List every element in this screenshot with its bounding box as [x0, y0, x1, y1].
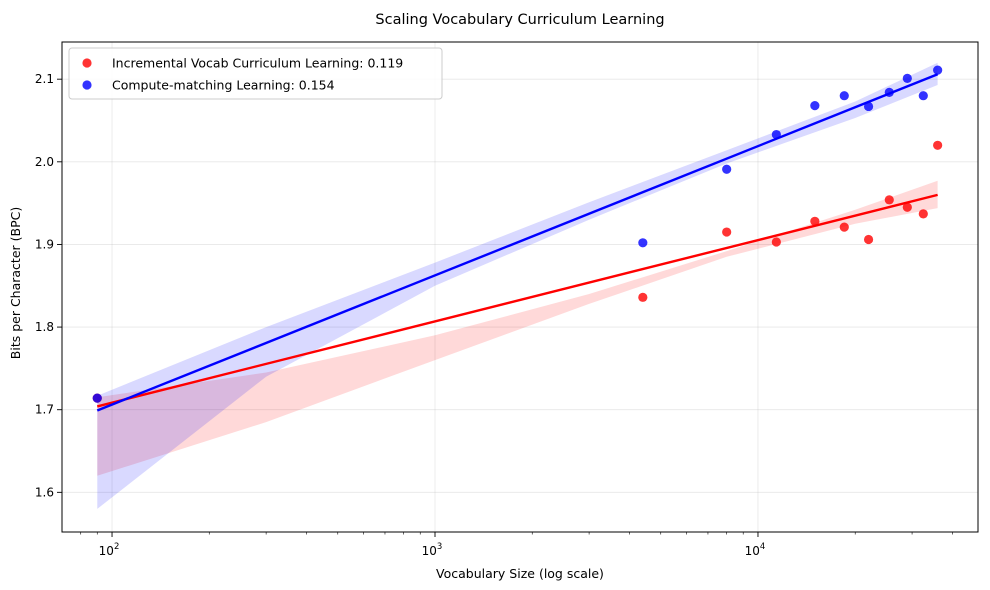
- plot-area-frame: [61, 41, 979, 533]
- data-point-series-1: [902, 202, 912, 212]
- data-point-series-2: [810, 101, 820, 111]
- fit-lines: [96, 73, 939, 412]
- x-axis-ticks: 102 103 104: [80, 532, 953, 558]
- x-tick-label: 104: [745, 542, 766, 558]
- legend-marker-1: [82, 58, 92, 68]
- legend-label-2: Compute-matching Learning: 0.154: [112, 78, 335, 93]
- y-axis-label: Bits per Character (BPC): [8, 207, 23, 359]
- data-point-series-2: [863, 101, 874, 112]
- legend-box: [68, 47, 443, 100]
- data-point-series-1: [863, 234, 874, 245]
- y-tick-label: 1.9: [35, 237, 54, 251]
- data-point-series-2: [771, 129, 781, 140]
- data-point-series-1: [839, 222, 849, 232]
- legend: Incremental Vocab Curriculum Learning: 0…: [68, 47, 443, 100]
- x-tick-label: 103: [422, 542, 443, 558]
- data-point-series-2: [722, 164, 732, 174]
- data-point-series-1: [722, 227, 732, 237]
- y-tick-label: 2.1: [35, 72, 54, 86]
- chart-title: Scaling Vocabulary Curriculum Learning: [375, 12, 664, 28]
- data-point-series-1: [771, 237, 781, 247]
- data-point-series-2: [839, 91, 849, 101]
- data-point-series-2: [638, 238, 648, 248]
- data-point-series-2: [902, 73, 912, 83]
- data-point-series-2: [884, 87, 894, 98]
- y-tick-label: 1.6: [35, 485, 54, 499]
- x-tick-label: 102: [99, 542, 120, 558]
- fit-line-1: [96, 193, 938, 408]
- data-point-series-1: [884, 195, 894, 205]
- data-point-series-2: [933, 65, 943, 75]
- y-tick-label: 2.0: [35, 155, 54, 169]
- data-point-series-1: [933, 140, 943, 150]
- y-tick-label: 1.8: [35, 320, 54, 334]
- confidence-band-1: [97, 180, 938, 476]
- data-points: [92, 65, 943, 403]
- data-point-series-2: [92, 393, 102, 403]
- data-point-series-2: [918, 91, 928, 101]
- data-point-series-1: [918, 209, 928, 219]
- data-point-series-1: [638, 292, 648, 302]
- data-point-series-1: [810, 216, 820, 226]
- x-axis-label: Vocabulary Size (log scale): [436, 566, 604, 581]
- fit-line-2: [96, 73, 939, 412]
- legend-label-1: Incremental Vocab Curriculum Learning: 0…: [112, 56, 403, 71]
- y-tick-label: 1.7: [35, 403, 54, 417]
- y-axis-ticks: 1.6 1.7 1.8 1.9 2.0 2.1: [35, 72, 62, 499]
- legend-marker-2: [82, 80, 92, 90]
